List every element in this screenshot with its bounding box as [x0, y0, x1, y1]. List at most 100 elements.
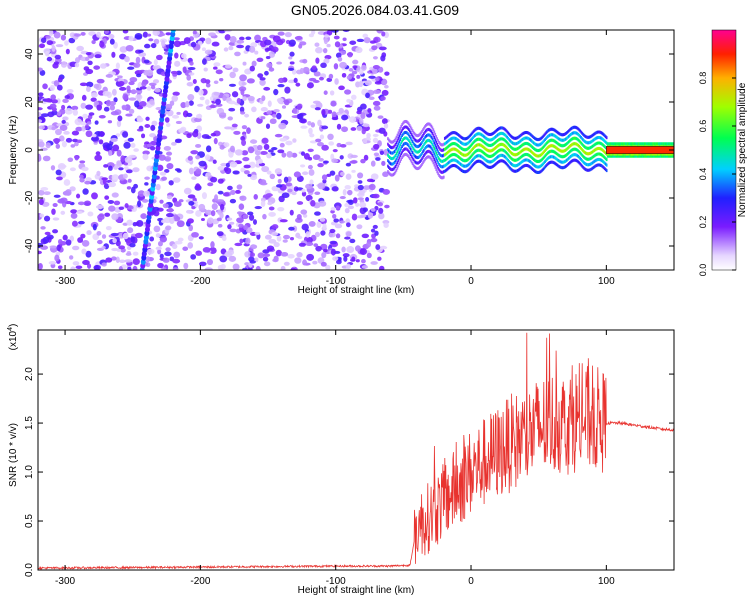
spectrogram-noise-cell — [369, 40, 376, 44]
spectrogram-signal-cell — [395, 163, 398, 167]
spectrogram-signal-cell — [512, 163, 514, 167]
spectrogram-noise-cell — [288, 56, 293, 60]
spectrogram-noise-cell — [239, 74, 247, 82]
spectrogram-signal-cell — [670, 152, 672, 156]
spectrogram-noise-cell — [242, 61, 247, 66]
spectrogram-signal-cell — [465, 153, 468, 157]
spectrogram-signal-cell — [544, 165, 546, 169]
spectrogram-signal-cell — [546, 146, 548, 150]
spectrogram-noise-cell — [367, 212, 374, 219]
spectrogram-noise-cell — [107, 33, 115, 40]
spectrogram-noise-cell — [60, 61, 68, 68]
spectrogram-noise-cell — [77, 201, 85, 206]
spectrogram-signal-cell — [508, 132, 510, 136]
spectrogram-signal-cell — [610, 144, 613, 148]
spectrogram-signal-cell — [474, 161, 476, 165]
spectrogram-signal-cell — [638, 152, 640, 156]
spectrogram-signal-cell — [489, 143, 492, 147]
spectrogram-signal-cell — [482, 151, 485, 155]
spectrogram-noise-cell — [93, 264, 101, 270]
spectrogram-noise-cell — [156, 164, 164, 172]
spectrogram-signal-cell — [421, 151, 423, 155]
spectrogram-signal-cell — [400, 130, 402, 134]
spectrogram-signal-cell — [387, 170, 389, 174]
spectrogram-noise-cell — [276, 97, 284, 103]
spectrogram-signal-cell — [647, 152, 650, 156]
spectrogram-signal-cell — [594, 137, 597, 141]
spectrogram-noise-cell — [201, 192, 207, 200]
spectrogram-noise-cell — [119, 86, 127, 91]
spectrogram-signal-cell — [543, 155, 546, 159]
spectrogram-signal-cell — [650, 154, 653, 158]
spectrogram-noise-cell — [177, 237, 184, 242]
spectrogram-noise-cell — [363, 37, 371, 44]
spectrogram-signal-cell — [584, 156, 586, 160]
spectrogram-signal-cell — [467, 163, 470, 167]
spectrogram-signal-cell — [578, 144, 581, 148]
spectrogram-noise-cell — [296, 103, 302, 111]
spectrogram-signal-cell — [398, 156, 401, 160]
spectrogram-noise-cell — [293, 171, 301, 178]
spectrogram-signal-cell — [520, 155, 523, 159]
spectrogram-signal-cell — [660, 144, 663, 148]
spectrogram-noise-cell — [268, 50, 276, 58]
spectrogram-noise-cell — [249, 260, 256, 264]
spectrogram-signal-cell — [537, 138, 540, 142]
spectrogram-signal-cell — [656, 142, 658, 146]
spectrogram-signal-cell — [548, 145, 550, 149]
spectrogram-noise-cell — [98, 114, 106, 119]
spectrogram-noise-cell — [285, 140, 293, 146]
spectrogram-noise-cell — [210, 176, 218, 183]
spectrogram-signal-cell — [542, 151, 545, 155]
spectrogram-signal-cell — [461, 142, 464, 146]
spectrogram-signal-cell — [641, 154, 644, 158]
spectrogram-noise-cell — [187, 93, 195, 101]
spectrogram-signal-cell — [591, 144, 594, 148]
spectrogram-noise-cell — [335, 233, 341, 239]
spectrogram-signal-cell — [456, 143, 458, 147]
spectrogram-signal-cell — [545, 164, 547, 168]
spectrogram-signal-cell — [644, 142, 647, 146]
spectrogram-noise-cell — [287, 253, 295, 259]
spectrogram-signal-cell — [441, 154, 443, 158]
spectrogram-signal-cell — [663, 144, 666, 148]
spectrogram-signal-cell — [411, 129, 414, 133]
spectrogram-signal-cell — [649, 152, 652, 156]
spectrogram-signal-cell — [472, 152, 474, 156]
spectrogram-signal-cell — [594, 159, 597, 163]
spectrogram-signal-cell — [433, 146, 436, 150]
spectrogram-signal-cell — [514, 164, 516, 168]
spectrogram-noise-cell — [195, 183, 201, 190]
spectrogram-noise-cell — [128, 81, 135, 86]
spectrogram-noise-cell — [319, 134, 325, 140]
spectrogram-tail-band — [606, 146, 674, 154]
spectrogram-noise-cell — [305, 194, 313, 202]
spectrogram-noise-cell — [345, 173, 352, 180]
spectrogram-signal-cell — [550, 160, 553, 164]
spectrogram-noise-cell — [167, 207, 174, 213]
spectrogram-noise-cell — [74, 57, 80, 64]
spectrogram-signal-cell — [622, 142, 625, 146]
spectrogram-signal-cell — [661, 154, 664, 158]
spectrogram-signal-cell — [394, 148, 397, 152]
spectrogram-noise-cell — [198, 236, 204, 240]
spectrogram-noise-cell — [351, 213, 358, 221]
spectrogram-signal-cell — [426, 122, 429, 126]
spectrogram-signal-cell — [555, 141, 558, 145]
spectrogram-signal-cell — [550, 133, 552, 137]
spectrogram-signal-cell — [658, 144, 660, 148]
spectrogram-signal-cell — [607, 142, 610, 146]
spectrogram-noise-cell — [130, 236, 136, 244]
spectrogram-signal-cell — [435, 146, 438, 150]
spectrogram-signal-cell — [577, 154, 580, 158]
spectrogram-signal-cell — [474, 144, 476, 148]
spectrogram-signal-cell — [434, 149, 437, 153]
spectrogram-signal-cell — [452, 147, 455, 151]
spectrogram-signal-cell — [516, 152, 519, 156]
spectrogram-signal-cell — [393, 166, 396, 170]
spectrogram-signal-cell — [488, 138, 491, 142]
spectrogram-noise-cell — [318, 200, 327, 207]
spectrogram-signal-cell — [411, 156, 414, 160]
spectrogram-noise-cell — [236, 44, 245, 49]
spectrogram-signal-cell — [397, 158, 400, 162]
